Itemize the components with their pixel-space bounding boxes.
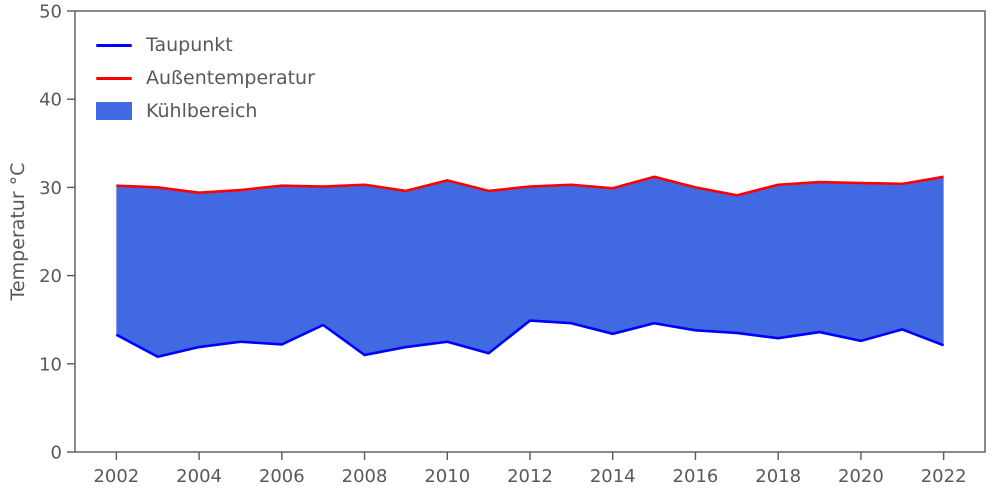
x-tick-label: 2008 xyxy=(342,466,388,487)
aussentemperatur-line xyxy=(116,175,944,197)
y-tick-label: 40 xyxy=(39,90,62,111)
x-tick-label: 2018 xyxy=(755,466,801,487)
y-tick-label: 0 xyxy=(51,443,62,464)
taupunkt-line xyxy=(115,319,945,359)
x-tick-label: 2006 xyxy=(259,466,305,487)
x-tick-label: 2002 xyxy=(93,466,139,487)
legend-label-kuehlbereich: Kühlbereich xyxy=(146,99,258,122)
x-tick-label: 2022 xyxy=(921,466,967,487)
kuehlbereich-area xyxy=(116,176,944,357)
x-tick-label: 2014 xyxy=(590,466,636,487)
legend-item-kuehlbereich: Kühlbereich xyxy=(96,98,315,124)
legend: Taupunkt Außentemperatur Kühlbereich xyxy=(96,32,315,124)
aussentemperatur-line-swatch xyxy=(96,76,132,80)
x-tick-label: 2020 xyxy=(838,466,884,487)
y-tick-label: 20 xyxy=(39,266,62,287)
x-tick-label: 2010 xyxy=(424,466,470,487)
x-tick-label: 2012 xyxy=(507,466,553,487)
legend-label-taupunkt: Taupunkt xyxy=(146,33,233,56)
y-axis-title: Temperatur °C xyxy=(7,163,29,302)
y-tick-label: 50 xyxy=(39,2,62,23)
x-tick-label: 2004 xyxy=(176,466,222,487)
legend-item-aussentemperatur: Außentemperatur xyxy=(96,65,315,91)
legend-label-aussentemperatur: Außentemperatur xyxy=(146,66,315,89)
kuehlbereich-patch-swatch xyxy=(96,102,132,120)
y-tick-label: 30 xyxy=(39,178,62,199)
x-tick-label: 2016 xyxy=(673,466,719,487)
legend-item-taupunkt: Taupunkt xyxy=(96,32,315,58)
y-tick-label: 10 xyxy=(39,354,62,375)
taupunkt-line-swatch xyxy=(96,43,132,47)
